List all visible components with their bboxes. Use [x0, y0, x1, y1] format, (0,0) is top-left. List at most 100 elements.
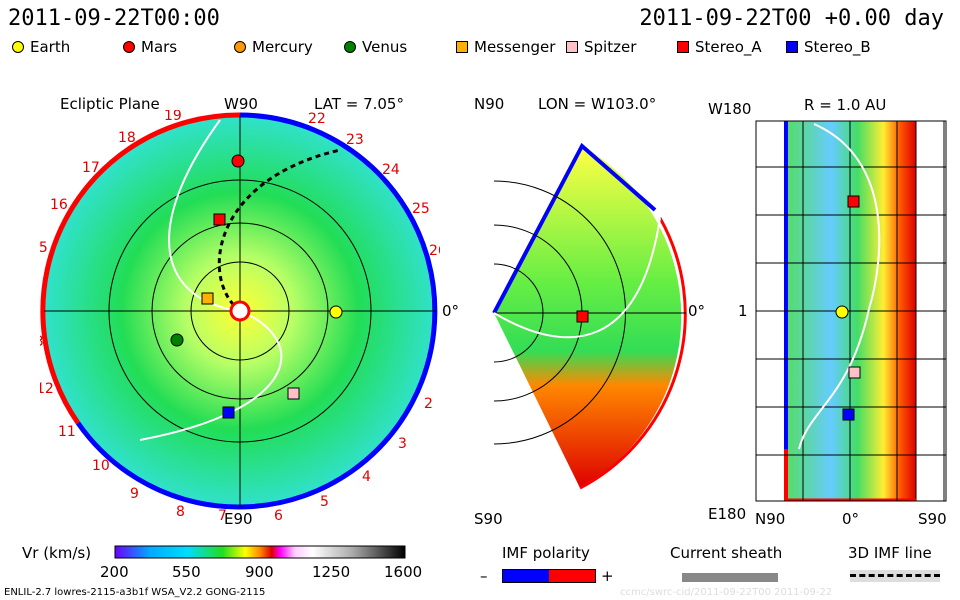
colorbar-tick-550: 550 [172, 563, 201, 581]
lon-25: 25 [412, 201, 430, 217]
lon-4: 4 [362, 469, 371, 485]
lon-16: 16 [50, 197, 68, 213]
meridional-plane-plot [492, 142, 687, 490]
current-sheath-title: Current sheath [670, 544, 783, 562]
ecliptic-plane-plot: 20 21 22 23 24 25 26 27 1 2 3 4 5 6 7 8 … [40, 110, 440, 520]
legend-label: Venus [362, 38, 408, 56]
lon-15: 15 [40, 240, 48, 256]
legend-label: Stereo_B [804, 38, 871, 56]
legend-label: Stereo_A [695, 38, 762, 56]
panel2-zero: 0° [688, 302, 706, 320]
imf-minus: – [480, 567, 488, 585]
imf-3d-swatch [850, 570, 940, 582]
footer-right-faint: ccmc/swrc-cid/2011-09-22T00 2011-09-22 [620, 587, 833, 598]
panel3-n90: N90 [755, 510, 786, 528]
panel3-e180: E180 [708, 505, 747, 523]
legend-venus: Venus [344, 38, 407, 56]
lon-6: 6 [274, 508, 283, 520]
panel3-s90: S90 [918, 510, 947, 528]
messenger-plot-marker [201, 292, 214, 305]
sun-marker-icon [229, 300, 251, 322]
imf-polarity-bar [502, 569, 596, 583]
red-boundary-arc [40, 112, 241, 425]
panel2-south: S90 [474, 510, 503, 528]
colorbar-tick-900: 900 [245, 563, 274, 581]
panel1-zero: 0° [442, 302, 460, 320]
panel3-zero: 0° [842, 510, 860, 528]
earth-plot-marker [329, 305, 343, 319]
imf-plus: + [601, 567, 614, 585]
lon-22: 22 [308, 111, 326, 127]
header-right-time: 2011-09-22T00 +0.00 day [639, 6, 944, 31]
legend-messenger: Messenger [456, 38, 555, 56]
mars-marker-icon [123, 41, 135, 53]
earth-marker-icon [12, 41, 24, 53]
current-sheath-line [493, 217, 661, 339]
radial-grid [756, 121, 946, 501]
lon-5: 5 [320, 494, 329, 510]
legend-spitzer: Spitzer [566, 38, 636, 56]
lon-3: 3 [398, 436, 407, 452]
lon-21: 21 [258, 110, 276, 114]
lon-11: 11 [58, 424, 76, 440]
lon-19: 19 [164, 110, 182, 124]
spitzer-plot-marker [287, 387, 300, 400]
spitzer-plot-marker [848, 366, 861, 379]
mars-plot-marker [231, 154, 245, 168]
stereo-b-plot-marker [222, 406, 235, 419]
colorbar-label: Vr (km/s) [22, 544, 92, 562]
venus-marker-icon [344, 41, 356, 53]
venus-plot-marker [170, 333, 184, 347]
lon-12: 12 [40, 381, 54, 397]
wedge-blue-edge [492, 142, 657, 314]
stereo-a-plot-marker [213, 213, 226, 226]
lon-17: 17 [82, 160, 100, 176]
legend-label: Mars [141, 38, 178, 56]
blue-boundary-arc [75, 112, 438, 510]
earth-plot-marker [835, 305, 849, 319]
imf-line-dashed [217, 148, 341, 313]
panel1-lat: LAT = 7.05° [314, 95, 404, 113]
stereo-a-plot-marker [847, 195, 860, 208]
messenger-marker-icon [456, 41, 468, 53]
lon-23: 23 [346, 132, 364, 148]
lon-18: 18 [118, 130, 136, 146]
stereo-a-plot-marker [576, 310, 589, 323]
panel1-e90: E90 [224, 510, 253, 528]
colorbar-tick-1600: 1600 [384, 563, 423, 581]
lon-7: 7 [218, 508, 227, 520]
header-left-time: 2011-09-22T00:00 [8, 6, 220, 31]
stereo-b-marker-icon [786, 41, 798, 53]
lon-26: 26 [429, 243, 440, 259]
panel2-north: N90 [474, 95, 505, 113]
lon-24: 24 [382, 162, 400, 178]
panel1-title: Ecliptic Plane [60, 95, 160, 113]
current-sheath-line-lower [139, 310, 283, 441]
spitzer-marker-icon [566, 41, 578, 53]
current-sheath-line [798, 123, 881, 450]
imf-3d-title: 3D IMF line [848, 544, 932, 562]
lon-10: 10 [92, 458, 110, 474]
imf-polarity-title: IMF polarity [502, 544, 590, 562]
stereo-b-plot-marker [842, 408, 855, 421]
legend-stereo-b: Stereo_B [786, 38, 871, 56]
mercury-marker-icon [234, 41, 246, 53]
velocity-colorbar [114, 545, 406, 559]
wedge-red-edge [579, 217, 687, 490]
lon-13: 13 [40, 334, 44, 350]
legend-label: Spitzer [584, 38, 637, 56]
lon-2: 2 [424, 396, 433, 412]
panel1-w90: W90 [224, 95, 258, 113]
colorbar-tick-200: 200 [100, 563, 129, 581]
current-sheath-swatch [682, 570, 778, 582]
legend-label: Messenger [474, 38, 556, 56]
lon-8: 8 [176, 504, 185, 520]
ring-outer [493, 180, 626, 445]
panel3-r: R = 1.0 AU [804, 96, 887, 114]
radial-slice-plot [755, 120, 947, 502]
panel3-mid: 1 [738, 302, 748, 320]
legend-mars: Mars [123, 38, 177, 56]
stereo-a-marker-icon [677, 41, 689, 53]
legend-stereo-a: Stereo_A [677, 38, 762, 56]
legend-label: Mercury [252, 38, 313, 56]
